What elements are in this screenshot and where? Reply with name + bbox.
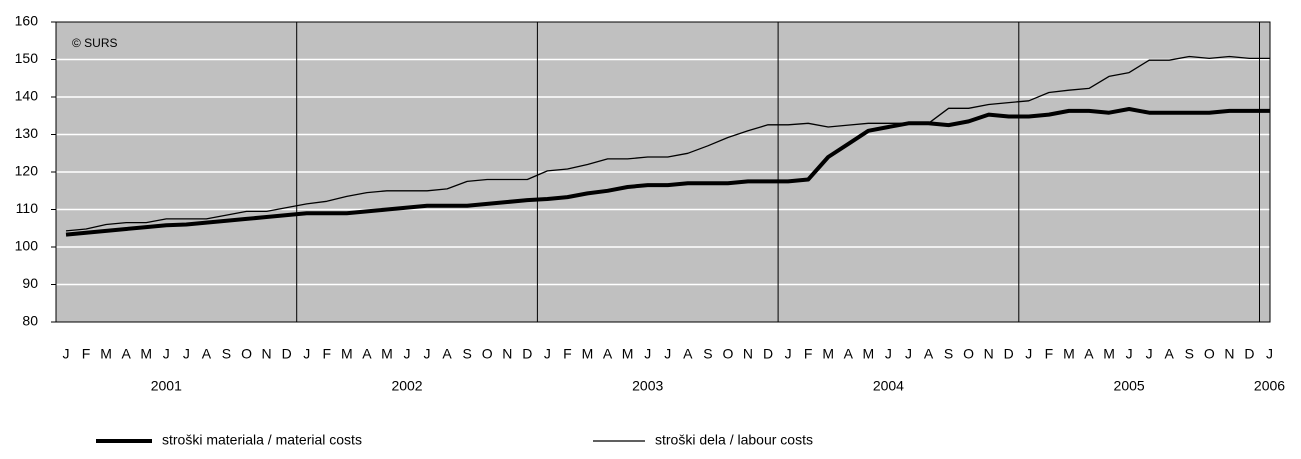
x-tick-label: F [804,346,813,362]
x-tick-label: S [222,346,231,362]
y-tick-label: 110 [16,200,39,216]
x-tick-label: F [322,346,331,362]
x-tick-label: J [1146,346,1153,362]
year-label: 2003 [632,378,663,394]
x-tick-label: F [563,346,572,362]
x-tick-label: J [1126,346,1133,362]
x-tick-label: A [362,346,372,362]
x-tick-label: D [1004,346,1014,362]
x-tick-label: M [622,346,634,362]
x-tick-label: D [1244,346,1254,362]
x-tick-label: A [924,346,934,362]
x-tick-label: O [722,346,733,362]
x-tick-label: O [963,346,974,362]
legend-label: stroški dela / labour costs [655,432,813,448]
x-tick-label: S [462,346,471,362]
x-tick-label: A [202,346,212,362]
y-tick-label: 100 [15,238,39,254]
x-tick-label: N [984,346,994,362]
x-tick-label: O [241,346,252,362]
x-tick-label: J [1266,346,1273,362]
x-tick-label: A [683,346,693,362]
x-tick-label: J [303,346,310,362]
x-tick-label: D [282,346,292,362]
y-tick-label: 150 [15,50,39,66]
x-tick-label: J [905,346,912,362]
x-tick-label: A [442,346,452,362]
x-tick-label: S [944,346,953,362]
y-tick-label: 130 [15,125,39,141]
x-tick-label: M [381,346,393,362]
x-tick-label: M [341,346,353,362]
x-tick-label: J [1025,346,1032,362]
data-line [65,107,1270,237]
x-tick-label: J [544,346,551,362]
y-tick-label: 160 [15,13,39,29]
plot-border [55,21,1271,323]
x-tick-label: N [502,346,512,362]
year-label: 2005 [1114,378,1145,394]
x-tick-label: N [743,346,753,362]
x-tick-label: M [1103,346,1115,362]
x-tick-label: J [785,346,792,362]
x-tick-label: D [763,346,773,362]
year-label: 2001 [151,378,182,394]
data-line [65,55,1270,232]
x-tick-label: F [1045,346,1054,362]
x-tick-label: J [424,346,431,362]
x-tick-label: J [63,346,70,362]
x-tick-label: M [1063,346,1075,362]
legend-label: stroški materiala / material costs [162,432,362,448]
x-tick-label: M [100,346,112,362]
x-tick-label: A [1084,346,1094,362]
x-tick-label: A [1165,346,1175,362]
year-label: 2002 [391,378,422,394]
x-tick-label: N [262,346,272,362]
x-tick-label: S [1185,346,1194,362]
x-tick-label: M [862,346,874,362]
x-tick-label: J [183,346,190,362]
x-tick-label: N [1224,346,1234,362]
year-label: 2006 [1254,378,1285,394]
y-tick-label: 80 [22,313,38,329]
x-tick-label: M [140,346,152,362]
x-tick-label: J [403,346,410,362]
x-tick-label: J [163,346,170,362]
x-tick-label: D [522,346,532,362]
y-tick-label: 120 [15,163,39,179]
annotation: © SURS [72,36,118,50]
x-tick-label: A [603,346,613,362]
x-tick-label: O [1204,346,1215,362]
x-tick-label: A [844,346,854,362]
x-tick-label: J [885,346,892,362]
x-tick-label: J [644,346,651,362]
x-tick-label: M [582,346,594,362]
x-tick-label: O [482,346,493,362]
x-tick-label: S [703,346,712,362]
x-tick-label: M [822,346,834,362]
year-label: 2004 [873,378,904,394]
x-tick-label: A [122,346,132,362]
x-tick-label: J [664,346,671,362]
y-tick-label: 90 [22,275,38,291]
y-tick-label: 140 [15,88,39,104]
x-tick-label: F [82,346,91,362]
